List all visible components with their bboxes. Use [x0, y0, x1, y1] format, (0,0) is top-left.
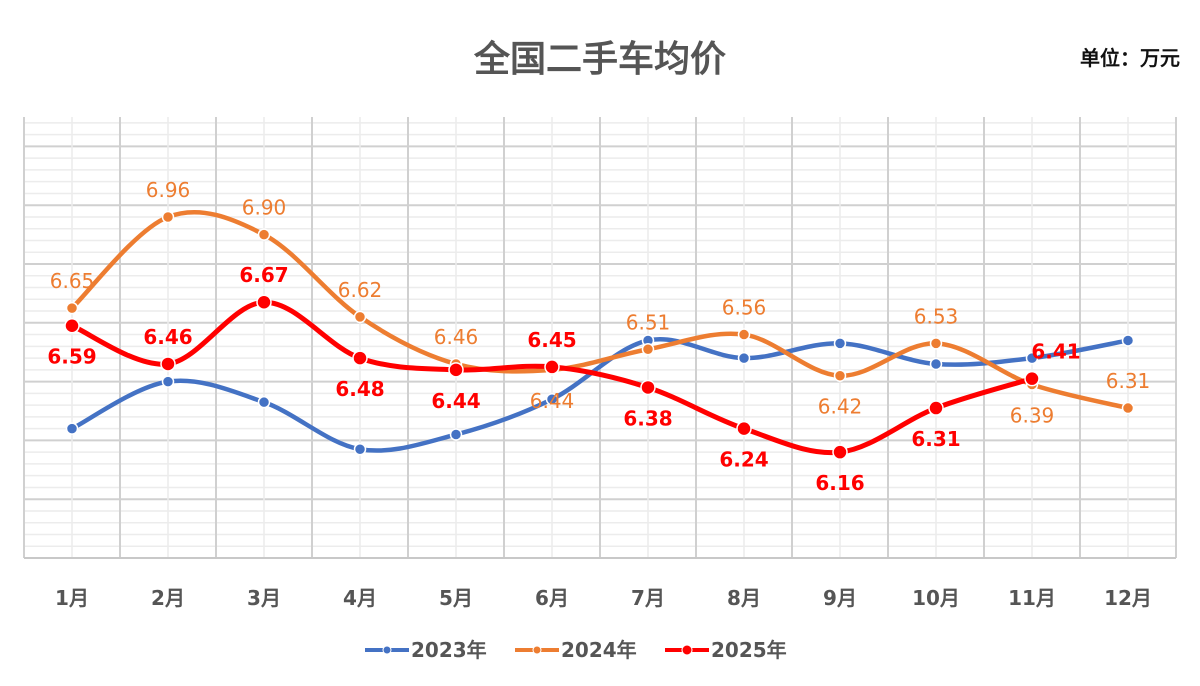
data-point: [929, 357, 943, 371]
x-tick-label: 12月: [1104, 586, 1152, 610]
data-point: [928, 400, 944, 416]
data-point: [736, 420, 752, 437]
x-tick-label: 5月: [439, 586, 473, 610]
data-point: [737, 328, 751, 341]
legend-marker: [382, 645, 392, 655]
unit-label: 单位：万元: [1080, 46, 1180, 70]
x-tick-label: 8月: [727, 586, 761, 610]
data-point: [833, 337, 847, 350]
x-tick-label: 11月: [1008, 586, 1056, 610]
data-point: [160, 356, 176, 372]
x-tick-label: 6月: [535, 586, 569, 610]
data-label: 6.46: [434, 325, 479, 349]
x-tick-label: 3月: [247, 586, 281, 610]
data-point: [448, 362, 464, 378]
data-label: 6.62: [338, 278, 383, 302]
chart-title: 全国二手车均价: [473, 39, 726, 80]
x-tick-label: 2月: [151, 586, 185, 610]
data-label: 6.59: [47, 345, 96, 369]
x-tick-label: 7月: [631, 586, 665, 610]
data-label: 6.44: [530, 389, 575, 413]
data-point: [640, 379, 656, 396]
data-point: [257, 395, 271, 409]
data-point: [352, 350, 368, 366]
data-point: [544, 359, 560, 375]
data-label: 6.51: [626, 310, 671, 334]
data-label: 6.24: [719, 448, 768, 472]
legend: 2023年 2024年 2025年: [365, 638, 787, 662]
data-label: 6.67: [239, 263, 288, 287]
data-point: [641, 343, 655, 356]
data-point: [161, 375, 175, 388]
data-point: [65, 301, 79, 315]
series-2025年: 6.59 6.46 6.67 6.48 6.44 6.45 6.38 6.24 6.16 6.31…: [47, 263, 1080, 495]
legend-label: 2023年: [411, 638, 487, 662]
data-label: 6.31: [1106, 369, 1151, 393]
data-point: [64, 317, 80, 334]
data-point: [737, 351, 751, 365]
data-point: [449, 428, 463, 441]
data-point: [257, 228, 271, 241]
data-label: 6.38: [623, 406, 672, 430]
data-label: 6.41: [1031, 340, 1080, 364]
data-label: 6.48: [335, 377, 384, 401]
legend-label: 2024年: [561, 638, 637, 662]
data-label: 6.46: [143, 325, 192, 349]
gridlines: [23, 117, 1177, 559]
data-point: [545, 392, 559, 406]
data-point: [1024, 370, 1040, 387]
legend-label: 2025年: [711, 638, 787, 662]
data-point: [832, 444, 848, 460]
data-label: 6.96: [146, 178, 191, 202]
legend-marker: [532, 645, 542, 655]
data-point: [256, 294, 272, 310]
data-point: [833, 369, 847, 382]
x-tick-label: 10月: [912, 586, 960, 610]
data-point: [353, 310, 367, 324]
series-2024年: 6.65 6.96 6.90 6.62 6.46 6.44 6.51 6.56 6.42 6.53…: [50, 178, 1151, 428]
data-point: [1121, 401, 1135, 415]
data-point: [1025, 351, 1039, 365]
x-tick-label: 1月: [55, 586, 89, 610]
data-point: [1121, 334, 1135, 347]
data-point: [929, 337, 943, 350]
data-point: [161, 210, 175, 224]
data-point: [65, 422, 79, 435]
data-label: 6.53: [914, 304, 959, 328]
data-label: 6.90: [242, 196, 287, 220]
data-label: 6.65: [50, 269, 95, 293]
data-label: 6.31: [911, 427, 960, 451]
data-label: 6.39: [1010, 404, 1055, 428]
legend-marker: [681, 644, 693, 656]
data-point: [353, 442, 367, 456]
data-label: 6.42: [818, 395, 863, 419]
x-tick-label: 9月: [823, 586, 857, 610]
data-label: 6.44: [431, 389, 480, 413]
data-label: 6.16: [815, 471, 864, 495]
data-label: 6.56: [722, 296, 767, 320]
data-label: 6.45: [527, 328, 576, 352]
x-tick-label: 4月: [343, 586, 377, 610]
